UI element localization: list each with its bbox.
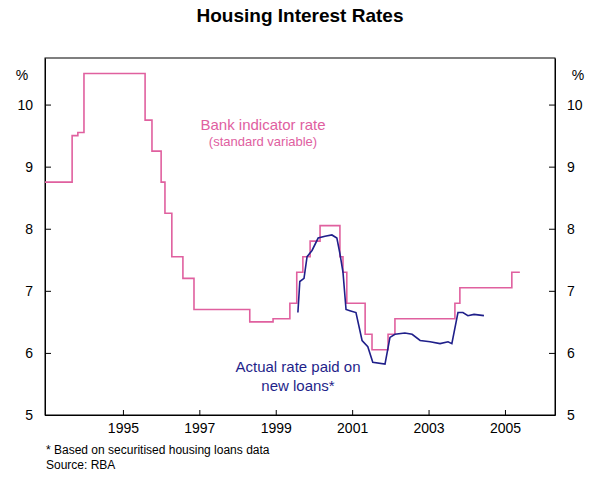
y2-unit: % [572, 67, 584, 83]
tick-label: 1995 [108, 420, 139, 436]
series-line [45, 74, 520, 350]
tick-label: 9 [567, 159, 575, 175]
tick-label: 7 [25, 283, 33, 299]
title: Housing Interest Rates [197, 5, 404, 26]
tick-label: 10 [567, 97, 583, 113]
tick-label: 1997 [184, 420, 215, 436]
tick-mark [549, 105, 555, 106]
tick-mark [549, 229, 555, 230]
tick: 5 [549, 407, 575, 423]
tick-label: 5 [25, 407, 33, 423]
tick-label: 6 [567, 345, 575, 361]
tick: 1997 [184, 410, 215, 436]
tick: 1999 [261, 410, 292, 436]
tick-mark [45, 353, 51, 354]
tick-label: 10 [17, 97, 33, 113]
tick: 5 [25, 407, 51, 423]
tick-mark [549, 353, 555, 354]
tick-label: 9 [25, 159, 33, 175]
tick: 9 [549, 159, 575, 175]
y2-axis-line [555, 59, 556, 416]
tick: 2001 [337, 410, 368, 436]
tick: 7 [25, 283, 51, 299]
series-label: Actual rate paid onnew loans* [235, 358, 360, 394]
tick: 8 [549, 221, 575, 237]
tick-label: 8 [567, 221, 575, 237]
chart: Housing Interest Rates 5 6 7 8 9 10 5 6 7 8 9 10 1995… [0, 0, 600, 488]
tick-label: 2003 [413, 420, 444, 436]
tick-label: 8 [25, 221, 33, 237]
tick-mark [199, 410, 200, 415]
tick-label: 2001 [337, 420, 368, 436]
footnote: Source: RBA [46, 458, 115, 472]
tick-mark [429, 410, 430, 415]
tick-mark [123, 410, 124, 415]
plot-frame [45, 58, 555, 415]
tick: 2005 [490, 410, 521, 436]
tick-mark [549, 291, 555, 292]
tick-mark [45, 167, 51, 168]
tick-label: 5 [567, 407, 575, 423]
y-unit: % [16, 67, 28, 83]
tick: 10 [17, 97, 51, 113]
y-axis-line [45, 59, 46, 416]
series-label: Bank indicator rate [200, 116, 325, 133]
tick: 6 [25, 345, 51, 361]
tick-label: 7 [567, 283, 575, 299]
tick-mark [505, 410, 506, 415]
tick-mark [276, 410, 277, 415]
footnote: * Based on securitised housing loans dat… [46, 443, 270, 457]
tick: 7 [549, 283, 575, 299]
tick-mark [45, 229, 51, 230]
tick-mark [352, 410, 353, 415]
tick: 9 [25, 159, 51, 175]
plot-area [45, 74, 520, 365]
annotation: (standard variable) [209, 134, 317, 149]
y-axis: 5 6 7 8 9 10 [17, 59, 51, 423]
tick-label: 1999 [261, 420, 292, 436]
tick-mark [45, 105, 51, 106]
series-line [298, 235, 484, 364]
x-axis-line [46, 415, 556, 416]
tick: 2003 [413, 410, 444, 436]
x-axis: 1995 1997 1999 2001 2003 2005 [46, 410, 556, 436]
tick-mark [549, 167, 555, 168]
y2-axis: 5 6 7 8 9 10 [549, 59, 583, 423]
tick-label: 6 [25, 345, 33, 361]
tick-label: 2005 [490, 420, 521, 436]
tick: 8 [25, 221, 51, 237]
tick: 10 [549, 97, 583, 113]
tick: 1995 [108, 410, 139, 436]
tick-mark [45, 291, 51, 292]
tick: 6 [549, 345, 575, 361]
